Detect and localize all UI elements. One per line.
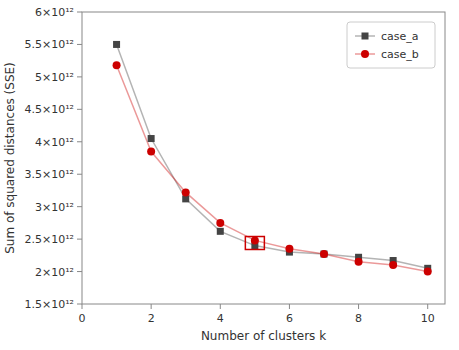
y-tick-label: 4×10¹² [35,136,74,149]
legend-marker [362,33,369,40]
x-axis-label: Number of clusters k [201,329,326,343]
y-tick [77,109,82,110]
legend: case_a case_b [347,22,435,68]
x-tick [289,304,290,309]
point [147,148,155,156]
point [182,188,190,196]
y-tick-label: 3×10¹² [35,201,74,214]
y-tick [77,44,82,45]
series-line [117,65,428,271]
y-tick [77,271,82,272]
y-tick-label: 3.5×10¹² [24,168,74,181]
legend-box [347,22,435,68]
plot-frame [82,12,445,304]
y-tick-label: 4.5×10¹² [24,103,74,116]
x-tick [82,304,83,309]
point [389,261,397,269]
x-tick-label: 4 [217,312,224,325]
x-tick [358,304,359,309]
x-tick [151,304,152,309]
y-tick [77,76,82,77]
y-tick [77,206,82,207]
y-tick [77,12,82,13]
point [148,135,155,142]
y-tick [77,141,82,142]
y-tick-label: 5.5×10¹² [24,38,74,51]
point [424,268,432,276]
x-tick-label: 0 [79,312,86,325]
y-tick-label: 2.5×10¹² [24,233,74,246]
point [216,219,224,227]
point [321,251,328,258]
chart: 0 2 4 6 8 10 1.5×10¹² 2×10¹² 2.5×10¹² 3×10¹² 3.5×1… [0,0,459,350]
x-tick [427,304,428,309]
point [320,250,328,258]
x-tick-label: 10 [421,312,435,325]
point [355,258,363,266]
point [217,228,224,235]
legend-label: case_a [381,30,419,43]
point [113,61,121,69]
y-tick-label: 1.5×10¹² [24,298,74,311]
y-tick [77,239,82,240]
point [113,41,120,48]
plot-area [113,41,432,276]
x-tick [220,304,221,309]
legend-label: case_b [381,48,419,61]
x-tick-label: 2 [148,312,155,325]
point [251,236,259,244]
x-tick-label: 6 [286,312,293,325]
legend-marker [361,50,369,58]
series-line [117,44,428,268]
x-tick-label: 8 [355,312,362,325]
point [182,195,189,202]
y-axis-label: Sum of squared distances (SSE) [3,62,17,254]
point [285,245,293,253]
y-tick-label: 2×10¹² [35,266,74,279]
y-tick-label: 6×10¹² [35,6,74,19]
y-tick [77,174,82,175]
y-tick [77,304,82,305]
y-tick-label: 5×10¹² [35,71,74,84]
highlight-box [245,237,264,250]
